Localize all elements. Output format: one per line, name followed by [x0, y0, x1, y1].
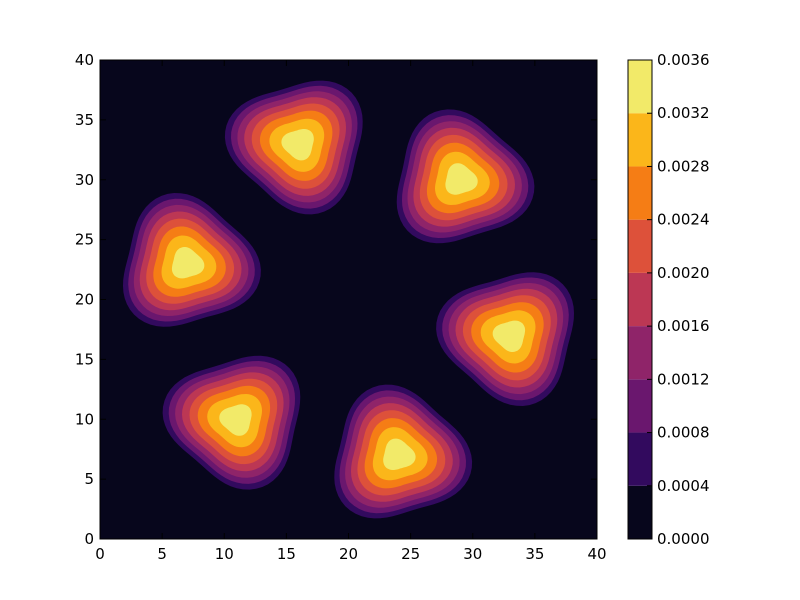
x-tick-label: 15 — [277, 545, 296, 563]
contour-blob — [436, 272, 574, 406]
y-axis: 0 5 10 15 20 25 30 35 40 — [75, 51, 597, 548]
colorbar-band — [628, 432, 652, 486]
colorbar-band — [628, 166, 652, 220]
colorbar-tick-label: 0.0016 — [657, 317, 710, 335]
y-tick-label: 15 — [75, 350, 94, 368]
colorbar-band — [628, 379, 652, 433]
colorbar-tick-label: 0.0012 — [657, 370, 710, 388]
colorbar-tick-label: 0.0036 — [657, 51, 710, 69]
contour-band — [492, 320, 526, 352]
x-tick-label: 35 — [525, 545, 544, 563]
x-tick-label: 10 — [215, 545, 234, 563]
colorbar-band — [628, 272, 652, 327]
colorbar-band — [628, 485, 652, 539]
y-tick-label: 10 — [75, 410, 94, 428]
contour-blob — [396, 109, 535, 244]
contour-layer — [123, 80, 574, 519]
y-tick-label: 30 — [75, 171, 94, 189]
colorbar-tick-label: 0.0004 — [657, 477, 710, 495]
contour-band — [383, 438, 416, 470]
contour-band — [445, 163, 478, 195]
x-axis: 0 5 10 15 20 25 30 35 40 — [95, 60, 607, 563]
y-tick-label: 40 — [75, 51, 94, 69]
colorbar-tick-label: 0.0020 — [657, 264, 710, 282]
colorbar-tick-label: 0.0028 — [657, 157, 710, 175]
x-tick-label: 20 — [339, 545, 358, 563]
colorbar-tick-label: 0.0032 — [657, 104, 710, 122]
colorbar-band — [628, 219, 652, 273]
y-tick-label: 0 — [84, 530, 94, 548]
colorbar-tick-label: 0.0024 — [657, 211, 710, 229]
contour-blob — [162, 355, 301, 490]
x-tick-label: 5 — [157, 545, 167, 563]
x-tick-label: 40 — [587, 545, 606, 563]
x-tick-label: 30 — [463, 545, 482, 563]
contour-blob — [224, 80, 363, 215]
colorbar-bands — [628, 60, 652, 539]
colorbar-band — [628, 113, 652, 167]
plot-area — [99, 59, 598, 540]
contour-band — [171, 247, 205, 279]
colorbar-band — [628, 60, 652, 114]
colorbar-tick-label: 0.0008 — [657, 424, 710, 442]
colorbar: 0.0000 0.0004 0.0008 0.0012 0.0016 0.0020 0.00… — [627, 51, 710, 548]
contour-blob — [334, 384, 473, 519]
colorbar-ticks: 0.0000 0.0004 0.0008 0.0012 0.0016 0.0020 0.00… — [647, 51, 710, 548]
x-tick-label: 25 — [401, 545, 420, 563]
contour-band — [219, 404, 252, 436]
y-tick-label: 20 — [75, 291, 94, 309]
y-tick-label: 35 — [75, 111, 94, 129]
colorbar-tick-label: 0.0000 — [657, 530, 710, 548]
colorbar-frame — [627, 59, 653, 540]
y-tick-label: 25 — [75, 231, 94, 249]
contour-band — [281, 129, 314, 161]
colorbar-band — [628, 326, 652, 380]
x-tick-label: 0 — [95, 545, 105, 563]
contour-blob — [123, 193, 261, 327]
y-tick-label: 5 — [84, 470, 94, 488]
